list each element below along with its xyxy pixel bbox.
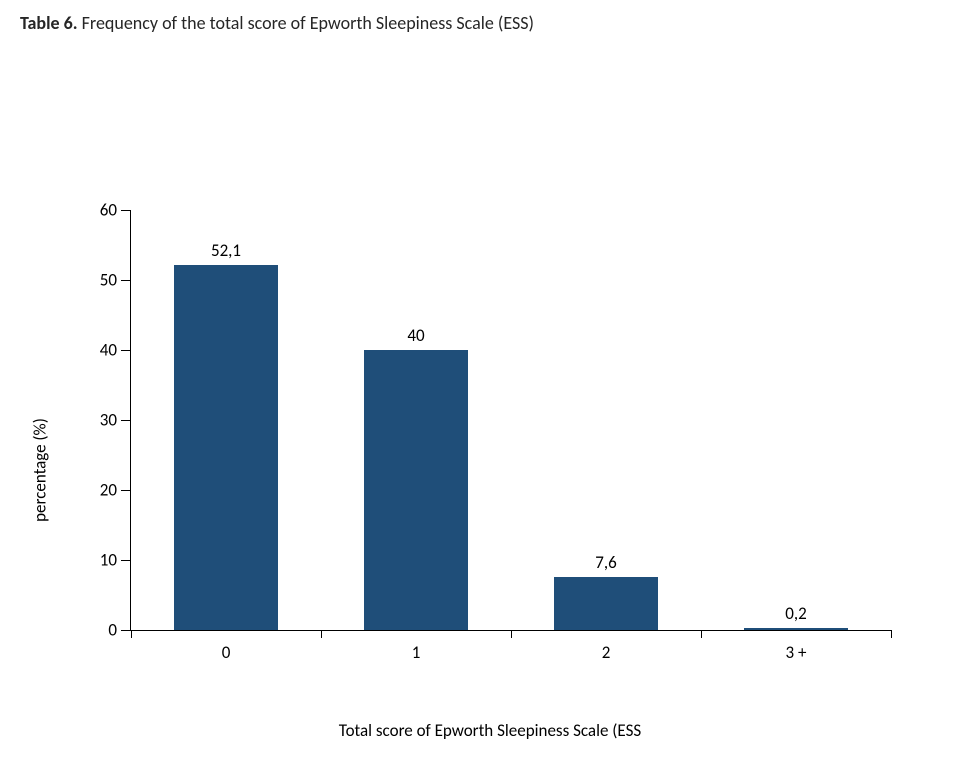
y-tick (121, 420, 131, 421)
bar: 52,1 (174, 265, 279, 630)
bar-value-label: 0,2 (744, 603, 849, 628)
bar-chart: percentage (%) 010203040506052,104017,62… (60, 210, 920, 730)
table-caption: Table 6. Frequency of the total score of… (20, 12, 534, 34)
y-tick-label: 20 (100, 480, 117, 501)
y-tick (121, 630, 131, 631)
y-tick-label: 30 (100, 410, 117, 431)
y-tick (121, 560, 131, 561)
x-tick-label: 0 (222, 642, 231, 663)
x-tick (511, 630, 512, 638)
bar-fill (364, 350, 469, 630)
bar: 7,6 (554, 577, 659, 630)
y-tick (121, 280, 131, 281)
y-tick-label: 10 (100, 550, 117, 571)
y-tick (121, 210, 131, 211)
bar-fill (554, 577, 659, 630)
y-tick-label: 40 (100, 340, 117, 361)
y-tick (121, 490, 131, 491)
y-tick (121, 350, 131, 351)
x-tick (131, 630, 132, 638)
bar-value-label: 7,6 (554, 552, 659, 577)
bar-value-label: 40 (364, 325, 469, 350)
page: { "caption": { "prefix": "Table 6.", "te… (0, 0, 962, 780)
y-tick-label: 60 (100, 200, 117, 221)
caption-text: Frequency of the total score of Epworth … (78, 12, 534, 34)
plot-area: 010203040506052,104017,620,23 + (130, 210, 891, 631)
y-axis-label: percentage (%) (30, 418, 51, 522)
x-tick-label: 3 + (786, 642, 807, 663)
x-tick (891, 630, 892, 638)
x-tick-label: 2 (602, 642, 611, 663)
bar-fill (744, 628, 849, 630)
x-tick (321, 630, 322, 638)
bar: 40 (364, 350, 469, 630)
bar-fill (174, 265, 279, 630)
x-tick-label: 1 (412, 642, 421, 663)
y-tick-label: 50 (100, 270, 117, 291)
caption-prefix: Table 6. (20, 12, 78, 34)
y-tick-label: 0 (108, 620, 117, 641)
bar: 0,2 (744, 628, 849, 630)
bar-value-label: 52,1 (174, 240, 279, 265)
x-axis-label: Total score of Epworth Sleepiness Scale … (60, 720, 920, 741)
x-tick (701, 630, 702, 638)
